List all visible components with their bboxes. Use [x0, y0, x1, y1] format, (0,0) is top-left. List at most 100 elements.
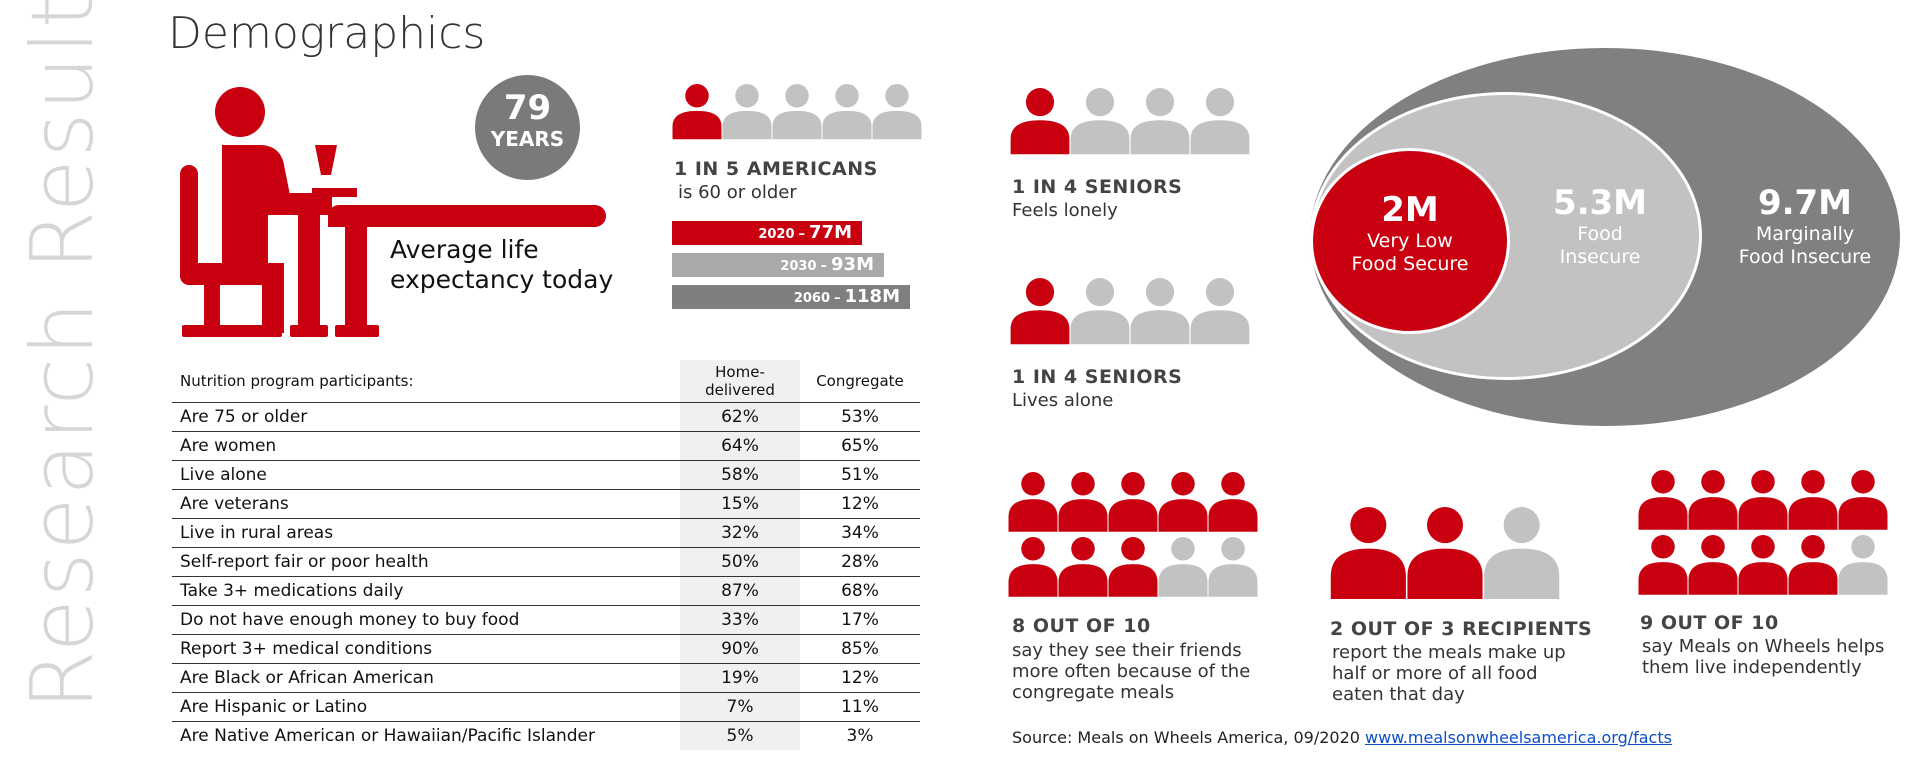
population-year-2030: 2030 — [780, 259, 817, 274]
person-icon — [1008, 537, 1058, 597]
marginal-line2: Food Insecure — [1738, 246, 1872, 268]
meals-text: report the meals make up half or more of… — [1332, 642, 1566, 705]
food-insecure-line1: Food — [1577, 223, 1623, 245]
food-insecure-line2: Insecure — [1559, 246, 1641, 268]
independence-line1: say Meals on Wheels helps — [1642, 636, 1885, 657]
congregate-cell: 28% — [800, 547, 920, 577]
person-icon — [1638, 535, 1688, 595]
row-label: Live in rural areas — [172, 518, 680, 548]
home-delivered-cell: 50% — [680, 547, 800, 577]
table-row: Self-report fair or poor health 50% 28% — [172, 547, 920, 577]
meals-icons — [1330, 505, 1560, 610]
person-icon — [722, 84, 772, 140]
independence-text: say Meals on Wheels helps them live inde… — [1642, 636, 1884, 678]
population-sep-2030: – — [820, 259, 828, 274]
people-icons-svg — [1008, 472, 1258, 597]
congregate-cell: 17% — [800, 605, 920, 635]
meals-line2: half or more of all food — [1332, 663, 1538, 684]
person-icon — [1484, 507, 1560, 599]
people-icons-svg — [1010, 88, 1250, 155]
home-delivered-cell: 87% — [680, 576, 800, 606]
life-expectancy-caption: Average life expectancy today — [390, 235, 640, 295]
congregate-cell: 12% — [800, 489, 920, 519]
congregate-cell: 3% — [846, 725, 874, 746]
person-icon — [1070, 278, 1130, 345]
marginal-value: 9.7M — [1757, 183, 1853, 223]
nutrition-table: Nutrition program participants: Home- de… — [172, 360, 920, 750]
person-icon — [1407, 507, 1483, 599]
meals-line3: eaten that day — [1332, 684, 1465, 705]
person-icon — [1058, 472, 1108, 532]
home-delivered-cell: 15% — [680, 489, 800, 519]
home-delivered-cell: 90% — [680, 634, 800, 664]
table-row: Are women 64% 65% — [172, 431, 920, 461]
seniors-alone-icons — [1010, 276, 1250, 353]
marginal-label: 9.7M Marginally Food Insecure — [1715, 183, 1895, 269]
population-sep-2060: – — [834, 291, 841, 306]
column-congregate: Congregate — [816, 371, 904, 390]
home-delivered-cell: 32% — [680, 518, 800, 548]
population-year-2020: 2020 — [758, 227, 795, 242]
people-icons-svg — [1010, 278, 1250, 345]
people-icons-svg — [1330, 507, 1560, 599]
side-title: Research Results — [13, 0, 113, 710]
column-home-line2: delivered — [705, 380, 775, 399]
row-label: Are Native American or Hawaiian/Pacific … — [180, 725, 595, 746]
seniors-lonely-headline: 1 IN 4 SENIORS — [1012, 176, 1183, 198]
americans-icons — [672, 82, 922, 147]
years-badge: 79 YEARS — [475, 75, 580, 180]
friends-line1: say they see their friends — [1012, 640, 1242, 661]
row-label: Are 75 or older — [172, 401, 680, 432]
person-icon — [1788, 535, 1838, 595]
table-row: Live alone 58% 51% — [172, 460, 920, 490]
person-icon — [872, 84, 922, 140]
row-label: Are Hispanic or Latino — [172, 692, 680, 722]
very-low-label: 2M Very Low Food Secure — [1330, 190, 1490, 276]
congregate-cell: 51% — [800, 460, 920, 490]
person-at-table-icon — [180, 87, 606, 337]
population-value-2030: 93M — [831, 254, 874, 275]
life-caption-line1: Average life — [390, 235, 539, 264]
column-home-line1: Home- — [715, 362, 765, 381]
table-row: Are Native American or Hawaiian/Pacific … — [172, 721, 920, 750]
population-bar-2030: 2030–93M — [672, 253, 884, 277]
row-label: Live alone — [172, 460, 680, 490]
friends-text: say they see their friends more often be… — [1012, 640, 1250, 703]
person-icon — [1190, 88, 1250, 155]
seniors-alone-subtitle: Lives alone — [1012, 390, 1114, 411]
friends-icons — [1008, 470, 1258, 605]
congregate-cell: 11% — [800, 692, 920, 722]
meals-line1: report the meals make up — [1332, 642, 1566, 663]
americans-headline: 1 IN 5 AMERICANS — [674, 158, 878, 180]
page-title: Demographics — [168, 8, 486, 59]
americans-subtitle: is 60 or older — [678, 182, 797, 203]
table-row: Report 3+ medical conditions 90% 85% — [172, 634, 920, 664]
seniors-lonely-icons — [1010, 86, 1250, 163]
source-note: Source: Meals on Wheels America, 09/2020… — [1012, 728, 1672, 747]
person-icon — [1130, 278, 1190, 345]
row-label: Are Black or African American — [172, 663, 680, 693]
person-icon — [1108, 472, 1158, 532]
home-delivered-cell: 5% — [680, 721, 800, 750]
marginal-line1: Marginally — [1755, 223, 1855, 245]
friends-line3: congregate meals — [1012, 682, 1175, 703]
very-low-line1: Very Low — [1367, 230, 1453, 252]
row-label: Are veterans — [172, 489, 680, 519]
person-icon — [772, 84, 822, 140]
congregate-cell: 53% — [800, 401, 920, 432]
congregate-cell: 65% — [800, 431, 920, 461]
population-value-2060: 118M — [844, 286, 901, 307]
congregate-cell: 12% — [800, 663, 920, 693]
table-row: Do not have enough money to buy food 33% 1… — [172, 605, 920, 635]
meals-headline: 2 OUT OF 3 RECIPIENTS — [1330, 618, 1593, 640]
person-icon — [1108, 537, 1158, 597]
food-insecure-value: 5.3M — [1552, 183, 1648, 223]
source-link[interactable]: www.mealsonwheelsamerica.org/facts — [1365, 728, 1672, 747]
congregate-cell: 85% — [800, 634, 920, 664]
person-icon — [1058, 537, 1108, 597]
independence-line2: them live independently — [1642, 657, 1862, 678]
person-icon — [1010, 88, 1070, 155]
person-icon — [1688, 470, 1738, 530]
person-icon — [1330, 507, 1406, 599]
people-icons-svg — [1638, 470, 1888, 595]
